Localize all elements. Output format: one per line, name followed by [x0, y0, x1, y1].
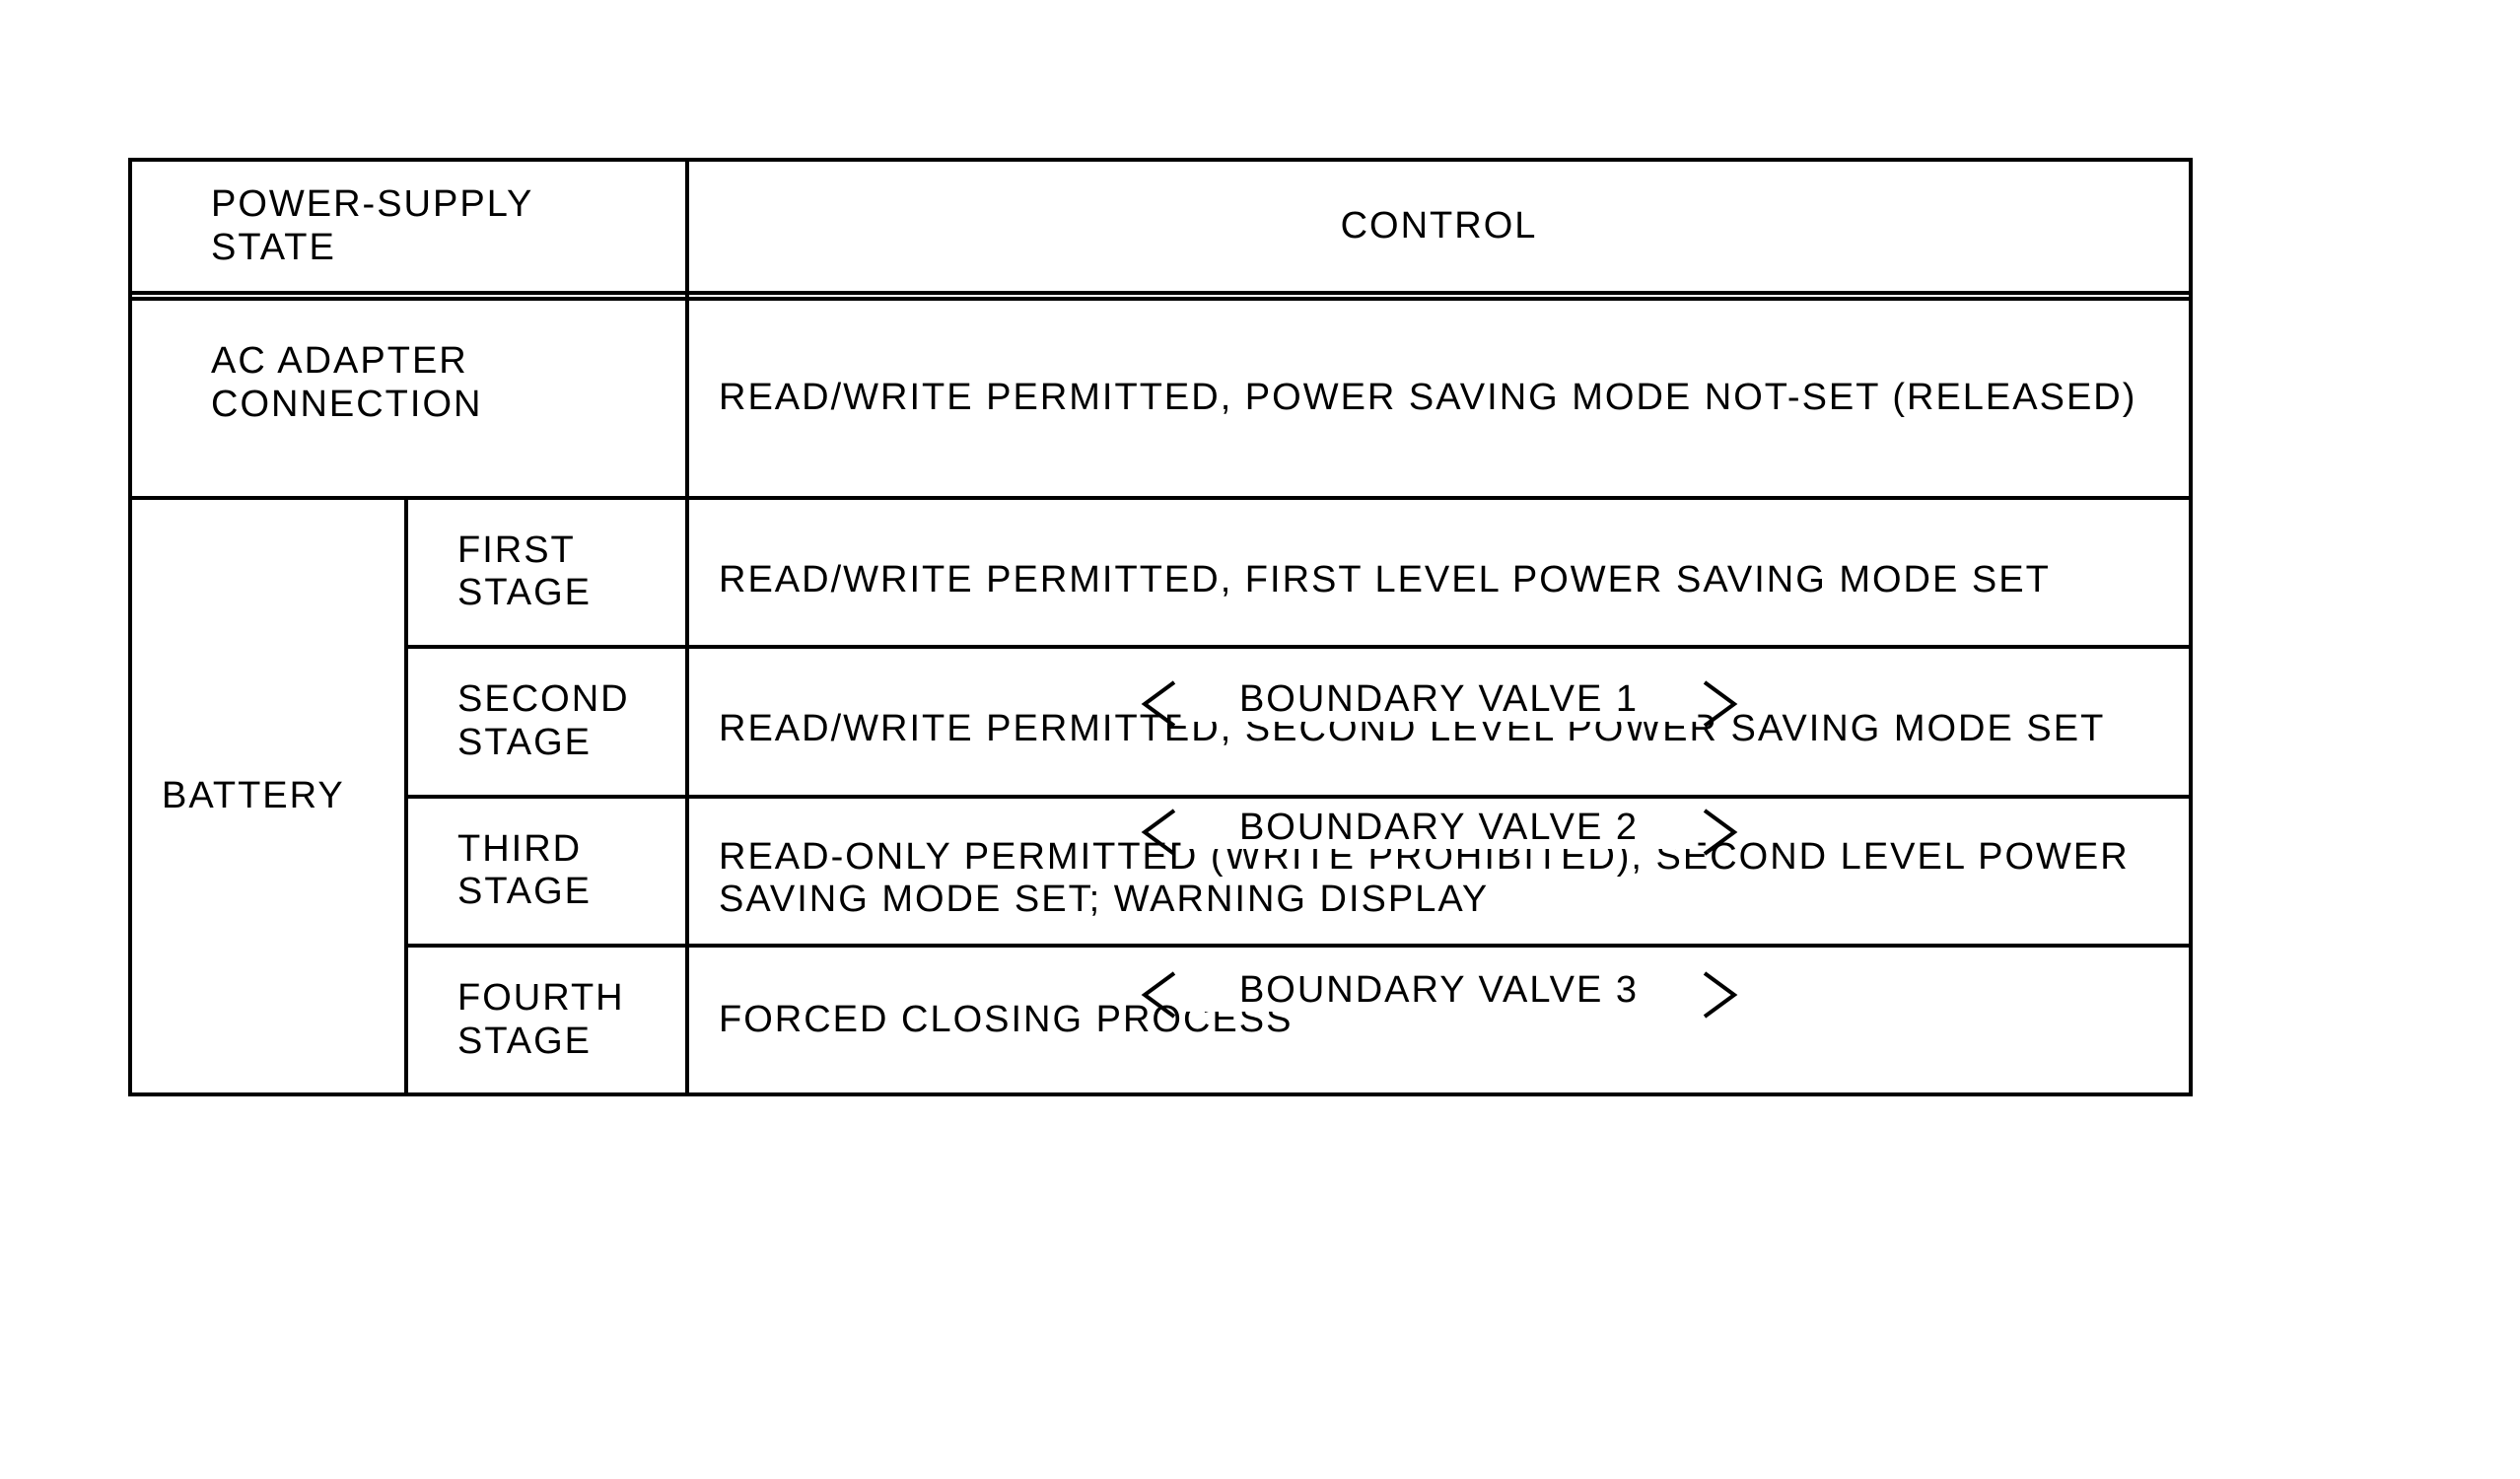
stage-3-control-text: READ-ONLY PERMITTED (WRITE PROHIBITED), … — [719, 836, 2130, 921]
chevron-right-icon — [1701, 969, 1740, 1021]
stage-4-label: FOURTH STAGE — [457, 977, 625, 1062]
table-header-row: POWER-SUPPLY STATE CONTROL — [130, 160, 2191, 293]
stage-1-control-cell: READ/WRITE PERMITTED, FIRST LEVEL POWER … — [687, 498, 2191, 647]
stage-2-control-text: READ/WRITE PERMITTED, SECOND LEVEL POWER… — [719, 708, 2105, 749]
row-battery-stage-2: SECOND STAGE BOUNDARY VALVE 1 READ/WRITE… — [130, 647, 2191, 796]
header-control-label: CONTROL — [1341, 205, 1538, 246]
stage-4-control-cell: BOUNDARY VALVE 3 FORCED CLOSING PROCESS — [687, 946, 2191, 1094]
stage-1-label: FIRST STAGE — [457, 529, 592, 614]
header-control-cell: CONTROL — [687, 160, 2191, 293]
stage-2-label-cell: SECOND STAGE — [406, 647, 687, 796]
battery-state-label: BATTERY — [162, 775, 345, 816]
stage-1-label-cell: FIRST STAGE — [406, 498, 687, 647]
stage-1-control-text: READ/WRITE PERMITTED, FIRST LEVEL POWER … — [719, 559, 2051, 600]
row-battery-stage-3: THIRD STAGE BOUNDARY VALVE 2 READ-ONLY P… — [130, 797, 2191, 946]
ac-control-cell: READ/WRITE PERMITTED, POWER SAVING MODE … — [687, 299, 2191, 497]
stage-4-label-cell: FOURTH STAGE — [406, 946, 687, 1094]
page: POWER-SUPPLY STATE CONTROL AC ADAPTER CO… — [0, 0, 2520, 1479]
stage-3-control-cell: BOUNDARY VALVE 2 READ-ONLY PERMITTED (WR… — [687, 797, 2191, 946]
header-state-label: POWER-SUPPLY STATE — [211, 183, 533, 268]
battery-state-cell: BATTERY — [130, 498, 406, 1095]
stage-3-label: THIRD STAGE — [457, 828, 592, 913]
stage-3-label-cell: THIRD STAGE — [406, 797, 687, 946]
power-control-table: POWER-SUPPLY STATE CONTROL AC ADAPTER CO… — [128, 158, 2193, 1096]
header-state-cell: POWER-SUPPLY STATE — [130, 160, 687, 293]
ac-state-label: AC ADAPTER CONNECTION — [211, 340, 482, 425]
stage-2-label: SECOND STAGE — [457, 678, 630, 763]
ac-state-cell: AC ADAPTER CONNECTION — [130, 299, 687, 497]
row-battery-stage-4: FOURTH STAGE BOUNDARY VALVE 3 F — [130, 946, 2191, 1094]
row-battery-stage-1: BATTERY FIRST STAGE READ/WRITE PERMITTED… — [130, 498, 2191, 647]
stage-4-control-text: FORCED CLOSING PROCESS — [719, 999, 1293, 1040]
ac-control-text: READ/WRITE PERMITTED, POWER SAVING MODE … — [719, 377, 2136, 418]
row-ac-adapter: AC ADAPTER CONNECTION READ/WRITE PERMITT… — [130, 299, 2191, 497]
stage-2-control-cell: BOUNDARY VALVE 1 READ/WRITE PERMITTED, S… — [687, 647, 2191, 796]
